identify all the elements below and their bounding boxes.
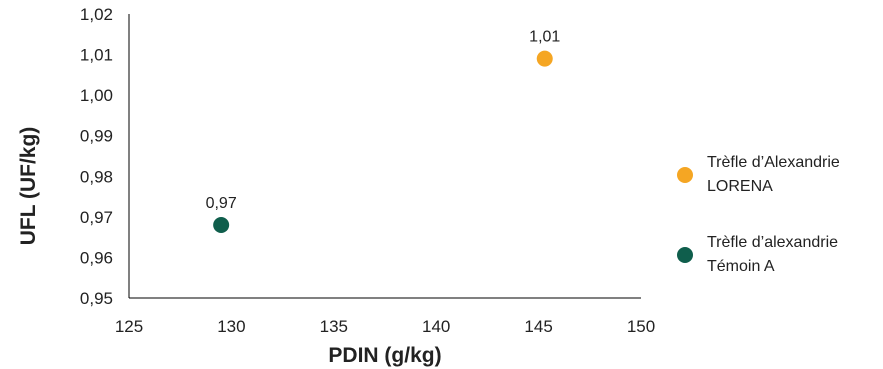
legend-marker xyxy=(677,167,693,183)
legend-marker xyxy=(677,247,693,263)
x-tick-label: 150 xyxy=(627,317,655,336)
data-label: 1,01 xyxy=(529,29,560,46)
y-tick-label: 0,97 xyxy=(80,208,113,227)
y-tick-label: 0,98 xyxy=(80,167,113,186)
data-label: 0,97 xyxy=(206,195,237,212)
data-points: 1,01 0,97 xyxy=(206,29,560,233)
y-tick-label: 0,95 xyxy=(80,289,113,308)
x-tick-label: 145 xyxy=(524,317,552,336)
y-tick-label: 1,01 xyxy=(80,46,113,65)
x-tick-label: 130 xyxy=(217,317,245,336)
x-axis-title: PDIN (g/kg) xyxy=(328,344,441,367)
y-tick-label: 1,02 xyxy=(80,5,113,24)
y-tick-label: 0,96 xyxy=(80,248,113,267)
x-tick-label: 125 xyxy=(115,317,143,336)
data-point xyxy=(536,50,553,67)
y-tick-label: 1,00 xyxy=(80,86,113,105)
y-tick-label: 0,99 xyxy=(80,127,113,146)
legend: Trèfle d’Alexandrie LORENA Trèfle d’alexan… xyxy=(677,154,840,275)
y-axis-title: UFL (UF/kg) xyxy=(17,127,40,246)
legend-label: Trèfle d’alexandrie xyxy=(707,234,838,251)
x-tick-labels: 125 130 135 140 145 150 xyxy=(115,317,655,336)
x-tick-label: 135 xyxy=(320,317,348,336)
legend-label: Trèfle d’Alexandrie xyxy=(707,154,840,171)
x-tick-label: 140 xyxy=(422,317,450,336)
legend-label: Témoin A xyxy=(707,258,775,275)
y-tick-labels: 0,95 0,96 0,97 0,98 0,99 1,00 1,01 1,02 xyxy=(80,5,113,308)
legend-label: LORENA xyxy=(707,178,773,195)
data-point xyxy=(213,216,230,233)
